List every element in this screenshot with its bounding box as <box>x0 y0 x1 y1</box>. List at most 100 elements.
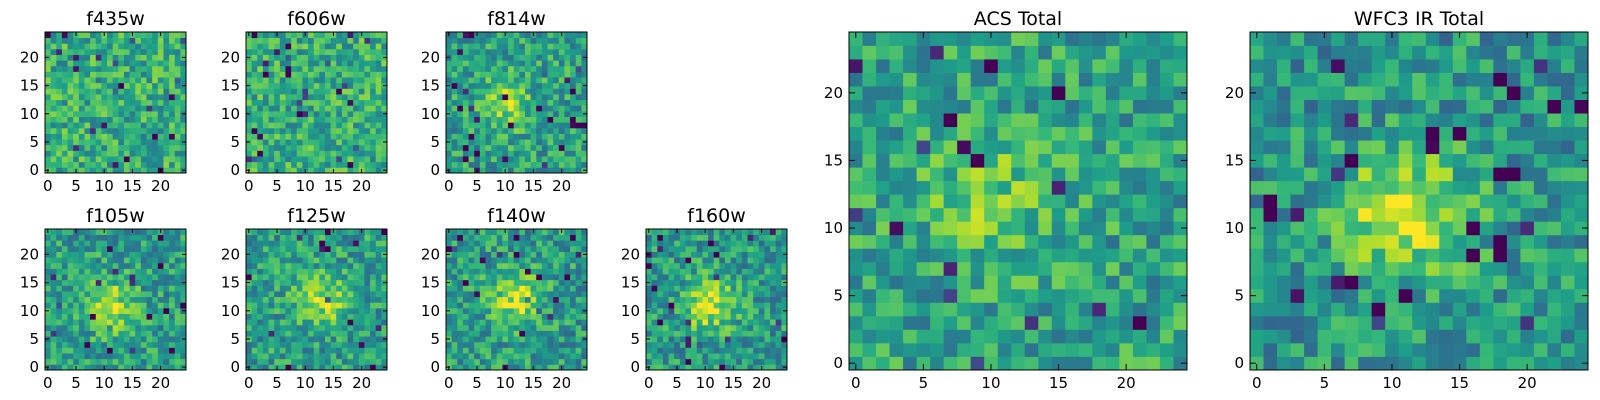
heatmap-cell <box>274 122 281 129</box>
heatmap-cell <box>508 234 515 241</box>
heatmap-cell <box>319 43 326 50</box>
heatmap-cell <box>73 274 80 281</box>
heatmap-cell <box>668 274 675 281</box>
heatmap-cell <box>558 94 565 101</box>
heatmap-cell <box>474 99 481 106</box>
heatmap-cell <box>730 296 737 303</box>
heatmap-cell <box>730 302 737 309</box>
heatmap-cell <box>257 257 264 264</box>
heatmap-cell <box>930 288 945 303</box>
heatmap-cell <box>524 358 531 365</box>
heatmap-cell <box>508 307 515 314</box>
heatmap-cell <box>257 99 264 106</box>
heatmap-cell <box>553 234 560 241</box>
heatmap-cell <box>169 229 176 236</box>
heatmap-cell <box>513 319 520 326</box>
heatmap-cell <box>268 105 275 112</box>
heatmap-cell <box>530 60 537 67</box>
heatmap-cell <box>558 347 565 354</box>
heatmap-cell <box>129 302 136 309</box>
heatmap-cell <box>446 71 453 78</box>
heatmap-cell <box>129 37 136 44</box>
heatmap-cell <box>67 139 74 146</box>
heatmap-cell <box>849 167 863 182</box>
heatmap-cell <box>943 356 958 371</box>
heatmap-cell <box>157 313 164 320</box>
heatmap-cell <box>279 32 286 39</box>
heatmap-cell <box>457 234 464 241</box>
heatmap-cell <box>764 336 771 343</box>
heatmap-cell <box>685 240 692 247</box>
heatmap-cell <box>358 336 365 343</box>
heatmap-cell <box>758 234 765 241</box>
heatmap-cell <box>451 285 458 292</box>
heatmap-cell <box>530 144 537 151</box>
heatmap-cell <box>163 307 170 314</box>
heatmap-cell <box>536 234 543 241</box>
heatmap-cell <box>491 268 498 275</box>
heatmap-cell <box>547 358 554 365</box>
heatmap-cell <box>496 139 503 146</box>
heatmap-cell <box>513 336 520 343</box>
heatmap-cell <box>713 245 720 252</box>
heatmap-cell <box>285 347 292 354</box>
heatmap-cell <box>730 279 737 286</box>
heatmap-cell <box>496 94 503 101</box>
heatmap-cell <box>146 279 153 286</box>
heatmap-cell <box>513 341 520 348</box>
heatmap-cell <box>67 268 74 275</box>
heatmap-cell <box>502 307 509 314</box>
heatmap-cell <box>285 139 292 146</box>
heatmap-cell <box>564 82 571 89</box>
heatmap-cell <box>140 341 147 348</box>
heatmap-cell <box>313 32 320 39</box>
heatmap-cell <box>496 285 503 292</box>
heatmap-cell <box>541 54 548 61</box>
heatmap-cell <box>50 43 57 50</box>
heatmap-cell <box>268 94 275 101</box>
heatmap-cell <box>502 245 509 252</box>
heatmap-cell <box>319 245 326 252</box>
heatmap-cell <box>262 330 269 337</box>
heatmap-cell <box>747 296 754 303</box>
y-tick-label: 0 <box>630 358 640 376</box>
heatmap-cell <box>564 43 571 50</box>
heatmap-cell <box>758 296 765 303</box>
heatmap-cell <box>541 257 548 264</box>
heatmap-cell <box>646 268 653 275</box>
heatmap-cell <box>674 324 681 331</box>
y-tick-label: 0 <box>430 358 440 376</box>
heatmap-cell <box>61 94 68 101</box>
heatmap-cell <box>474 353 481 360</box>
heatmap-cell <box>291 88 298 95</box>
heatmap-cell <box>107 82 114 89</box>
heatmap-cell <box>67 302 74 309</box>
heatmap-cell <box>274 262 281 269</box>
heatmap-cell <box>246 319 253 326</box>
heatmap-cell <box>61 48 68 55</box>
heatmap-cell <box>268 88 275 95</box>
heatmap-cell <box>95 116 102 123</box>
heatmap-cell <box>375 43 382 50</box>
heatmap-cell <box>691 285 698 292</box>
heatmap-cell <box>570 240 577 247</box>
heatmap-cell <box>558 240 565 247</box>
heatmap-cell <box>174 302 181 309</box>
heatmap-cell <box>381 77 388 84</box>
heatmap-cell <box>129 43 136 50</box>
heatmap-cell <box>457 229 464 236</box>
heatmap-cell <box>274 274 281 281</box>
heatmap-cell <box>45 262 52 269</box>
heatmap-cell <box>118 167 125 174</box>
heatmap-cell <box>251 156 258 163</box>
heatmap-cell <box>112 341 119 348</box>
heatmap-cell <box>73 336 80 343</box>
heatmap-cell <box>262 353 269 360</box>
heatmap-cell <box>123 319 130 326</box>
heatmap-cell <box>291 291 298 298</box>
heatmap-cell <box>313 245 320 252</box>
heatmap-cell <box>101 94 108 101</box>
heatmap-cell <box>257 279 264 286</box>
heatmap-cell <box>45 296 52 303</box>
heatmap-cell <box>536 341 543 348</box>
